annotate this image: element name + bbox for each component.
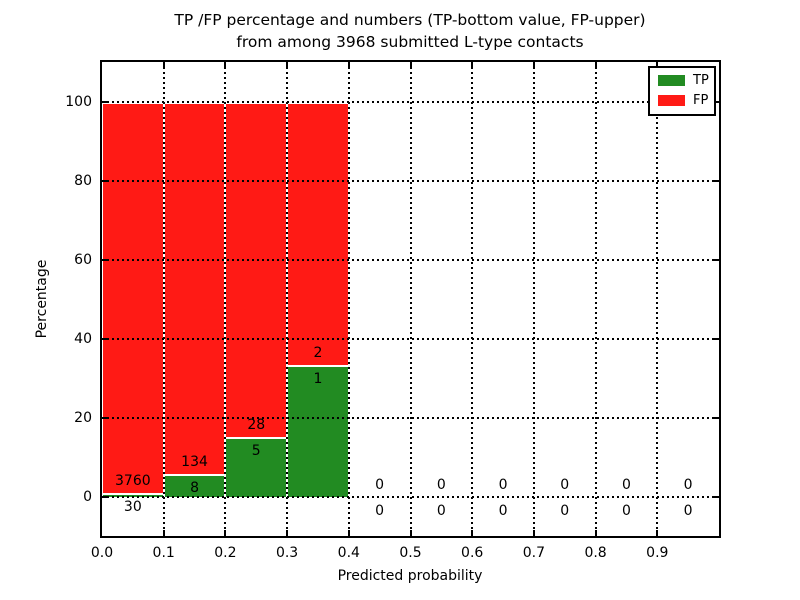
y-tick-label: 100	[65, 93, 92, 110]
fp-count-label: 28	[247, 416, 266, 433]
legend-label-fp: FP	[693, 93, 709, 108]
tp-count-label: 8	[190, 480, 200, 497]
tp-count-label: 0	[498, 502, 508, 519]
y-tick-label: 60	[74, 251, 92, 268]
bar-tp-segment	[226, 436, 287, 497]
x-tickmark-top	[594, 62, 597, 68]
y-tick-label: 80	[74, 172, 92, 189]
x-tick-label: 0.1	[152, 545, 175, 561]
y-tick-label: 0	[83, 488, 92, 505]
x-tickmark-bottom	[532, 530, 535, 536]
fp-count-label: 0	[560, 476, 570, 493]
x-gridline	[286, 62, 289, 536]
x-gridline	[656, 62, 659, 536]
x-tick-label: 0.8	[584, 545, 607, 561]
y-tickmark-left	[102, 100, 108, 103]
tp-count-label: 1	[313, 370, 323, 387]
chart-title-line2: from among 3968 submitted L-type contact…	[236, 33, 584, 51]
legend-entry-fp: FP	[658, 93, 709, 108]
x-tick-label: 0.5	[399, 545, 422, 561]
y-tickmark-right	[713, 337, 719, 340]
y-tickmark-left	[102, 416, 108, 419]
legend: TP FP	[648, 66, 716, 116]
x-tickmark-bottom	[162, 530, 165, 536]
y-axis-label: Percentage	[34, 259, 50, 339]
y-tick-label: 20	[74, 409, 92, 426]
x-tick-label: 0.4	[337, 545, 360, 561]
bar-fp-segment	[225, 101, 288, 497]
x-tickmark-top	[286, 62, 289, 68]
y-tickmark-left	[102, 258, 108, 261]
tp-count-label: 0	[560, 502, 570, 519]
x-gridline	[224, 62, 227, 536]
fp-count-label: 0	[498, 476, 508, 493]
tp-count-label: 0	[375, 502, 385, 519]
y-tickmark-left	[102, 495, 108, 498]
y-tickmark-left	[102, 179, 108, 182]
fp-count-label: 0	[621, 476, 631, 493]
bar-tp-segment	[288, 364, 348, 497]
x-tickmark-bottom	[347, 530, 350, 536]
y-tickmark-left	[102, 337, 108, 340]
y-tickmark-right	[713, 416, 719, 419]
x-gridline	[594, 62, 597, 536]
x-tickmark-top	[224, 62, 227, 68]
x-gridline	[532, 62, 535, 536]
fp-count-label: 0	[683, 476, 693, 493]
bar-fp-segment	[287, 101, 349, 497]
tp-count-label: 5	[251, 442, 261, 459]
fp-count-label: 3760	[115, 473, 151, 490]
fp-count-label: 2	[313, 344, 323, 361]
bar-fp-segment	[102, 101, 164, 497]
bar-tp-segment	[164, 474, 225, 497]
tp-count-label: 0	[683, 502, 693, 519]
y-tickmark-right	[713, 179, 719, 182]
legend-label-tp: TP	[693, 73, 709, 88]
legend-swatch-fp-icon	[658, 95, 685, 106]
y-tickmark-right	[713, 258, 719, 261]
x-tick-label: 0.9	[646, 545, 669, 561]
chart-title-line1: TP /FP percentage and numbers (TP-bottom…	[174, 11, 646, 29]
x-tickmark-top	[471, 62, 474, 68]
fp-count-label: 0	[375, 476, 385, 493]
x-tick-label: 0.7	[522, 545, 546, 561]
x-tickmark-bottom	[656, 530, 659, 536]
y-tickmark-right	[713, 100, 719, 103]
chart-title: TP /FP percentage and numbers (TP-bottom…	[100, 9, 720, 53]
x-gridline	[162, 62, 165, 536]
bar-tp-segment	[103, 493, 163, 497]
x-gridline	[409, 62, 412, 536]
fp-count-label: 134	[181, 454, 208, 471]
x-tickmark-top	[162, 62, 165, 68]
tp-count-label: 0	[621, 502, 631, 519]
y-tickmark-right	[713, 495, 719, 498]
x-tickmark-top	[409, 62, 412, 68]
tp-count-label: 0	[436, 502, 446, 519]
fp-count-label: 0	[436, 476, 446, 493]
x-tickmark-bottom	[471, 530, 474, 536]
x-tick-label: 0.6	[461, 545, 484, 561]
x-tick-label: 0.2	[214, 545, 237, 561]
x-tickmark-bottom	[594, 530, 597, 536]
x-gridline	[347, 62, 350, 536]
x-tickmark-bottom	[224, 530, 227, 536]
bar-fp-segment	[163, 101, 226, 497]
x-tickmark-top	[347, 62, 350, 68]
tp-count-label: 30	[123, 499, 142, 516]
x-tickmark-bottom	[286, 530, 289, 536]
x-gridline	[471, 62, 474, 536]
plot-area: TP FP 3760 30 134 8 28 5 2 1 0 0 0 0 0 0 0 0 0 0 0 0	[100, 60, 721, 538]
y-tick-label: 40	[74, 330, 92, 347]
legend-swatch-tp-icon	[658, 75, 685, 86]
x-tick-label: 0.3	[275, 545, 299, 561]
x-tickmark-top	[656, 62, 659, 68]
x-axis-label: Predicted probability	[337, 568, 483, 584]
x-tick-label: 0.0	[90, 545, 114, 561]
x-tickmark-bottom	[409, 530, 412, 536]
x-tickmark-top	[532, 62, 535, 68]
legend-entry-tp: TP	[658, 73, 709, 88]
